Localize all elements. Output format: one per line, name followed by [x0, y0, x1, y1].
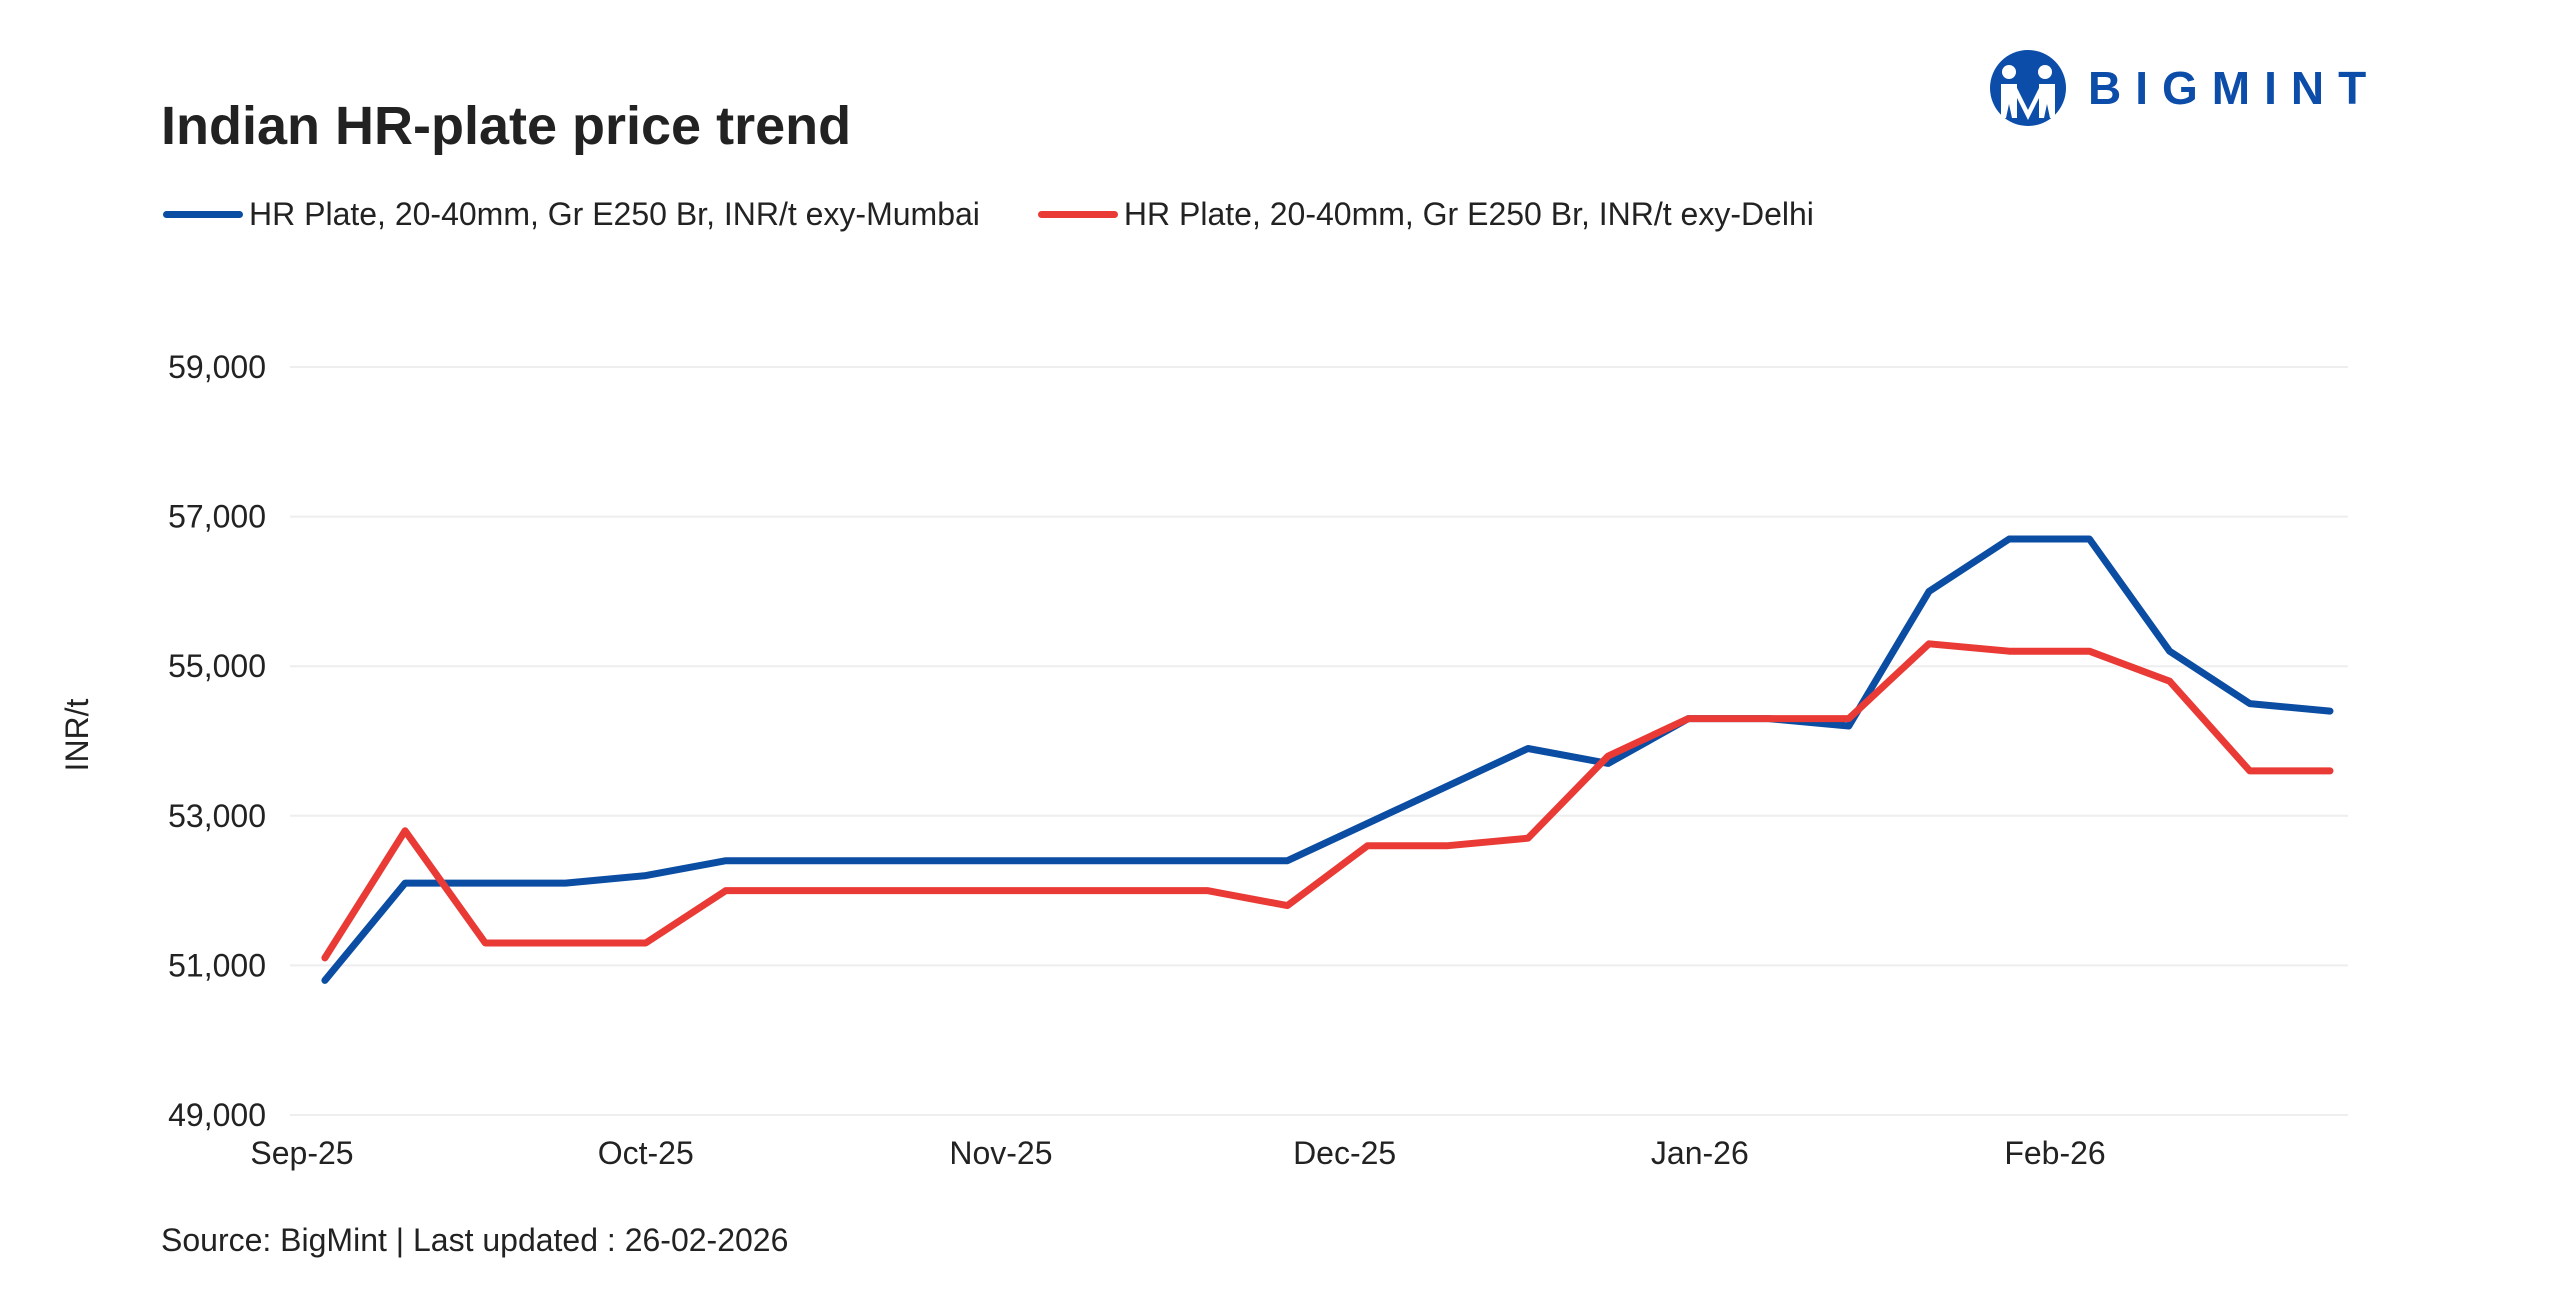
- bigmint-logo-icon: [1990, 50, 2066, 126]
- legend-swatch-delhi: [1037, 211, 1118, 218]
- x-tick-label: Dec-25: [1293, 1135, 1396, 1171]
- y-tick-label: 57,000: [168, 499, 266, 535]
- chart-title: Indian HR-plate price trend: [161, 96, 852, 156]
- y-tick-label: 55,000: [168, 648, 266, 684]
- x-tick-label: Jan-26: [1651, 1135, 1749, 1171]
- y-tick-label: 49,000: [168, 1097, 266, 1133]
- legend-label-mumbai: HR Plate, 20-40mm, Gr E250 Br, INR/t exy…: [249, 196, 980, 232]
- y-axis-label: INR/t: [59, 698, 95, 771]
- x-tick-label: Feb-26: [2004, 1135, 2105, 1171]
- bigmint-logo-text: BIGMINT: [2088, 62, 2381, 114]
- x-tick-label: Sep-25: [250, 1135, 353, 1171]
- series-line-delhi: [321, 640, 2334, 962]
- legend-label-delhi: HR Plate, 20-40mm, Gr E250 Br, INR/t exy…: [1123, 196, 1814, 232]
- x-tick-label: Nov-25: [949, 1135, 1052, 1171]
- legend: HR Plate, 20-40mm, Gr E250 Br, INR/t exy…: [163, 196, 1814, 233]
- y-tick-label: 59,000: [168, 349, 266, 385]
- source-note: Source: BigMint | Last updated : 26-02-2…: [161, 1222, 789, 1258]
- y-tick-label: 53,000: [168, 798, 266, 834]
- bigmint-logo: BIGMINT: [1988, 48, 2380, 128]
- y-tick-label: 51,000: [168, 947, 266, 983]
- series-line-mumbai: [321, 535, 2334, 984]
- x-tick-label: Oct-25: [598, 1135, 694, 1171]
- legend-item-mumbai[interactable]: HR Plate, 20-40mm, Gr E250 Br, INR/t exy…: [163, 196, 980, 233]
- legend-swatch-mumbai: [163, 211, 243, 218]
- legend-item-delhi[interactable]: HR Plate, 20-40mm, Gr E250 Br, INR/t exy…: [1037, 196, 1814, 233]
